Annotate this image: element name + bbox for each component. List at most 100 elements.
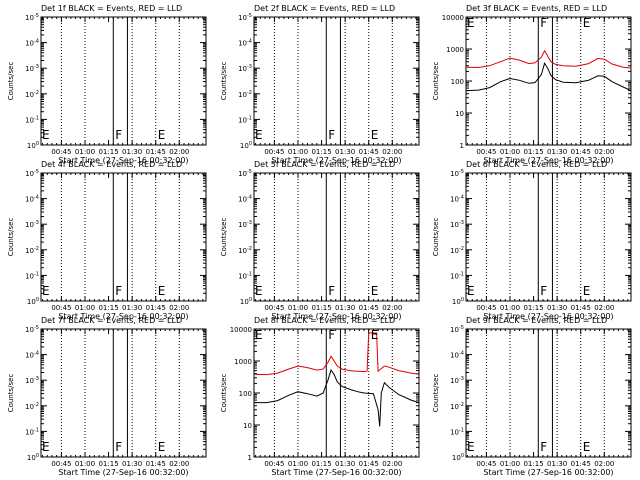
x-tick-label: 01:45 bbox=[146, 304, 166, 312]
y-tick-label: 10-5 bbox=[238, 13, 252, 22]
x-tick-label: 02:00 bbox=[169, 304, 189, 312]
y-axis-label: Counts/sec bbox=[7, 218, 15, 257]
x-tick-label: 01:30 bbox=[122, 460, 142, 468]
x-tick-label: 01:45 bbox=[571, 304, 591, 312]
y-tick-label: 10-1 bbox=[238, 271, 252, 280]
x-tick-label: 00:45 bbox=[264, 460, 284, 468]
x-tick-label: 00:45 bbox=[264, 304, 284, 312]
series-lld-red bbox=[466, 49, 632, 69]
y-axis-label: Counts/sec bbox=[7, 62, 15, 101]
x-tick-label: 01:15 bbox=[98, 460, 118, 468]
x-tick-label: 01:00 bbox=[500, 148, 520, 156]
x-tick-label: 00:45 bbox=[476, 304, 496, 312]
marker-F-2: F bbox=[115, 128, 122, 142]
x-tick-label: 01:30 bbox=[547, 148, 567, 156]
panel-title: Det 9f BLACK = Events, RED = LLD bbox=[466, 316, 607, 325]
marker-E-1: E bbox=[467, 284, 475, 298]
plot-frame bbox=[40, 172, 207, 302]
x-axis-label: Start Time (27-Sep-16 00:32:00) bbox=[483, 312, 613, 321]
panel-title: Det 3f BLACK = Events, RED = LLD bbox=[466, 4, 607, 13]
y-tick-label: 10-3 bbox=[25, 220, 39, 229]
x-tick-label: 01:00 bbox=[288, 460, 308, 468]
x-tick-label: 01:15 bbox=[311, 148, 331, 156]
y-tick-label: 1000 bbox=[446, 46, 464, 54]
plot-frame bbox=[465, 172, 632, 302]
series-lld-red bbox=[254, 332, 420, 376]
y-tick-label: 100 bbox=[451, 78, 464, 86]
y-tick-label: 100 bbox=[452, 453, 464, 462]
series-events-black bbox=[254, 368, 420, 427]
x-tick-label: 02:00 bbox=[594, 148, 614, 156]
panel-3: Det 3f BLACK = Events, RED = LLD 1 10 100 10… bbox=[432, 4, 632, 165]
marker-E-1: E bbox=[255, 128, 263, 142]
x-tick-label: 01:30 bbox=[547, 460, 567, 468]
y-axis-label: Counts/sec bbox=[220, 374, 228, 413]
x-tick-label: 02:00 bbox=[594, 460, 614, 468]
y-tick-label: 100 bbox=[27, 141, 39, 150]
y-tick-label: 10-5 bbox=[450, 325, 464, 334]
y-tick-label: 10-4 bbox=[25, 351, 39, 360]
marker-E-3: E bbox=[371, 284, 379, 298]
marker-F-2: F bbox=[328, 284, 335, 298]
x-axis-label: Start Time (27-Sep-16 00:32:00) bbox=[271, 468, 401, 477]
x-tick-label: 02:00 bbox=[594, 304, 614, 312]
y-axis-label: Counts/sec bbox=[432, 62, 440, 101]
x-tick-label: 02:00 bbox=[382, 460, 402, 468]
y-tick-label: 100 bbox=[239, 390, 252, 398]
panel-1: Det 1f BLACK = Events, RED = LLD 100 10-1 1… bbox=[7, 4, 207, 165]
x-tick-label: 01:45 bbox=[146, 460, 166, 468]
panel-title: Det 5f BLACK = Events, RED = LLD bbox=[254, 160, 395, 169]
marker-E-3: E bbox=[158, 284, 166, 298]
panel-7: Det 7f BLACK = Events, RED = LLD 100 10-1 1… bbox=[7, 316, 207, 477]
series-events-black bbox=[466, 61, 632, 92]
y-tick-label: 10-4 bbox=[450, 351, 464, 360]
y-tick-label: 10-2 bbox=[25, 402, 39, 411]
panel-title: Det 4f BLACK = Events, RED = LLD bbox=[41, 160, 182, 169]
marker-E-1: E bbox=[467, 16, 475, 30]
panel-8: Det 8f BLACK = Events, RED = LLD 1 10 100 10… bbox=[220, 316, 420, 477]
x-tick-label: 01:15 bbox=[523, 304, 543, 312]
y-tick-label: 10-3 bbox=[450, 376, 464, 385]
x-tick-label: 01:00 bbox=[75, 304, 95, 312]
y-tick-label: 10-4 bbox=[238, 195, 252, 204]
panel-6: Det 6f BLACK = Events, RED = LLD 100 10-1 1… bbox=[432, 160, 632, 321]
marker-E-1: E bbox=[42, 128, 50, 142]
y-tick-label: 10000 bbox=[230, 326, 252, 334]
x-tick-label: 01:45 bbox=[359, 304, 379, 312]
x-tick-label: 00:45 bbox=[51, 460, 71, 468]
x-tick-label: 00:45 bbox=[476, 148, 496, 156]
marker-E-3: E bbox=[158, 440, 166, 454]
panel-title: Det 1f BLACK = Events, RED = LLD bbox=[41, 4, 182, 13]
plot-frame bbox=[253, 328, 420, 458]
x-tick-label: 01:30 bbox=[547, 304, 567, 312]
marker-E-3: E bbox=[158, 128, 166, 142]
x-tick-label: 01:30 bbox=[122, 304, 142, 312]
marker-E-3: E bbox=[371, 328, 379, 342]
marker-E-1: E bbox=[467, 440, 475, 454]
x-tick-label: 01:45 bbox=[571, 148, 591, 156]
marker-E-3: E bbox=[583, 440, 591, 454]
y-tick-label: 10-4 bbox=[238, 39, 252, 48]
x-tick-label: 02:00 bbox=[382, 304, 402, 312]
x-tick-label: 00:45 bbox=[476, 460, 496, 468]
x-tick-label: 01:00 bbox=[288, 148, 308, 156]
y-tick-label: 10-5 bbox=[238, 169, 252, 178]
x-tick-label: 02:00 bbox=[169, 148, 189, 156]
y-tick-label: 10-5 bbox=[25, 325, 39, 334]
y-tick-label: 10-2 bbox=[25, 246, 39, 255]
y-tick-label: 10-5 bbox=[25, 169, 39, 178]
y-tick-label: 10-5 bbox=[25, 13, 39, 22]
y-tick-label: 10-2 bbox=[25, 90, 39, 99]
plot-frame bbox=[253, 16, 420, 146]
x-tick-label: 01:45 bbox=[571, 460, 591, 468]
y-axis-label: Counts/sec bbox=[220, 62, 228, 101]
x-axis-label: Start Time (27-Sep-16 00:32:00) bbox=[483, 468, 613, 477]
y-tick-label: 10-3 bbox=[238, 64, 252, 73]
x-tick-label: 01:30 bbox=[122, 148, 142, 156]
plot-frame bbox=[465, 16, 632, 146]
marker-E-3: E bbox=[371, 128, 379, 142]
y-tick-label: 100 bbox=[240, 141, 252, 150]
marker-E-1: E bbox=[42, 440, 50, 454]
x-axis-label: Start Time (27-Sep-16 00:32:00) bbox=[271, 156, 401, 165]
